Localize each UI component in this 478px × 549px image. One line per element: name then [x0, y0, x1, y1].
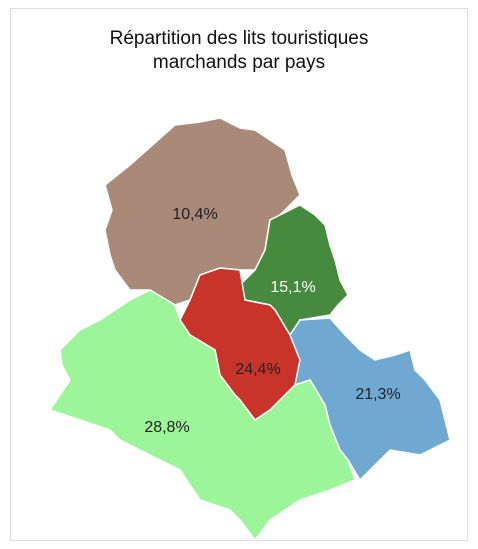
- region-label: 21,3%: [355, 386, 400, 403]
- region: [48, 289, 356, 542]
- region-label: 10,4%: [172, 206, 217, 223]
- region: [239, 204, 349, 337]
- frame: [10, 8, 468, 541]
- region-label: 28,8%: [144, 419, 189, 436]
- map-title: Répartition des lits touristiques marcha…: [109, 28, 369, 73]
- region-label: 15,1%: [270, 279, 315, 296]
- region-label: 24,4%: [235, 361, 280, 378]
